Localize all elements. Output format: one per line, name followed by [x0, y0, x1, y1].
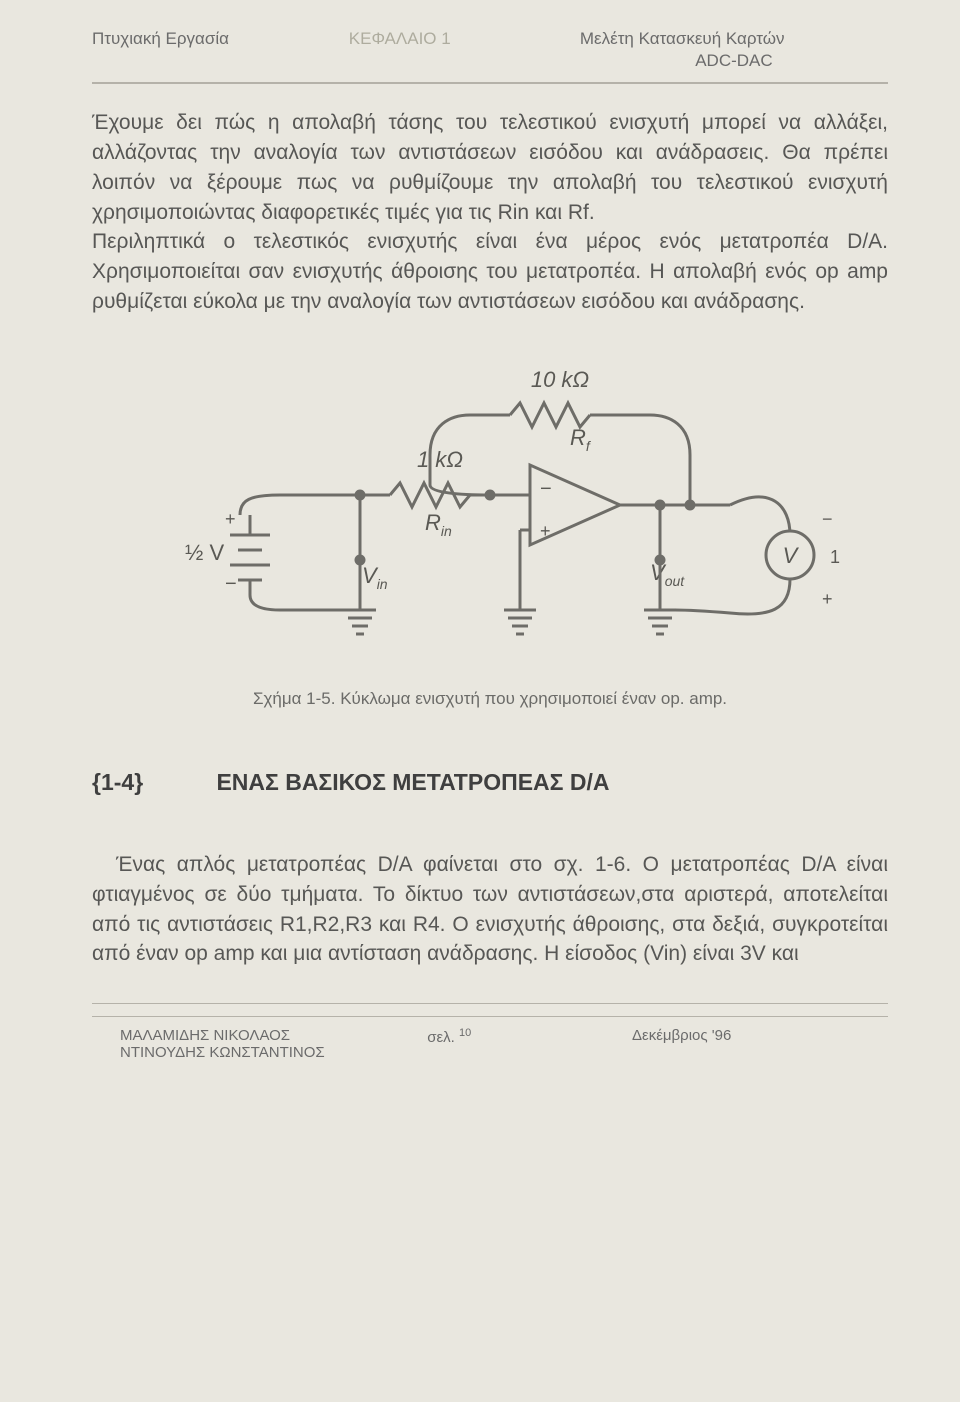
meter-reading: 1 [830, 547, 840, 567]
opamp-minus: − [540, 478, 552, 500]
paragraph-1: Έχουμε δει πώς η απολαβή τάσης του τελεσ… [92, 108, 888, 227]
author-2: ΝΤΙΝΟΥΔΗΣ ΚΩΝΣΤΑΝΤΙΝΟΣ [120, 1044, 325, 1061]
vout-label: Vout [650, 560, 685, 589]
section-number: {1-4} [92, 769, 212, 796]
meter-plus: + [822, 589, 833, 609]
header-left: Πτυχιακή Εργασία [92, 28, 349, 72]
vin-label: Vin [362, 563, 388, 592]
rin-label: Rin [425, 510, 452, 539]
footer-page-num: 10 [459, 1027, 471, 1039]
footer-rule [92, 1003, 888, 1017]
page-footer: ΜΑΛΑΜΙΔΗΣ ΝΙΚΟΛΑΟΣ ΝΤΙΝΟΥΔΗΣ ΚΩΝΣΤΑΝΤΙΝΟ… [92, 993, 888, 1091]
figure-caption: Σχήμα 1-5. Κύκλωμα ενισχυτή που χρησιμοπ… [92, 689, 888, 709]
rin-value: 1 kΩ [417, 447, 463, 472]
header-chapter: ΚΕΦΑΛΑΙΟ 1 [349, 28, 580, 72]
footer-page-label: σελ. [427, 1029, 455, 1046]
opamp-plus: + [540, 521, 551, 541]
section-heading: {1-4} ΕΝΑΣ ΒΑΣΙΚΟΣ ΜΕΤΑΤΡΟΠΕΑΣ D/A [92, 769, 888, 796]
header-right: Μελέτη Κατασκευή Καρτών ADC-DAC [580, 28, 888, 72]
rf-label: Rf [570, 425, 592, 454]
meter-label: V [783, 543, 800, 568]
header-subject: Μελέτη Κατασκευή Καρτών [580, 29, 785, 48]
meter-minus: − [822, 509, 833, 529]
footer-authors: ΜΑΛΑΜΙΔΗΣ ΝΙΚΟΛΑΟΣ ΝΤΙΝΟΥΔΗΣ ΚΩΝΣΤΑΝΤΙΝΟ… [120, 1027, 427, 1061]
opamp-circuit-svg: 10 kΩ Rf 1 kΩ Rin [130, 365, 850, 665]
section-title: ΕΝΑΣ ΒΑΣΙΚΟΣ ΜΕΤΑΤΡΟΠΕΑΣ D/A [216, 769, 609, 795]
paragraph-2: Περιληπτικά ο τελεστικός ενισχυτής είναι… [92, 227, 888, 316]
source-label: ½ V [185, 540, 224, 565]
footer-page: σελ. 10 [427, 1027, 632, 1061]
circuit-diagram: 10 kΩ Rf 1 kΩ Rin [92, 365, 888, 665]
author-1: ΜΑΛΑΜΙΔΗΣ ΝΙΚΟΛΑΟΣ [120, 1027, 290, 1044]
page-header: Πτυχιακή Εργασία ΚΕΦΑΛΑΙΟ 1 Μελέτη Κατασ… [92, 28, 888, 84]
source-minus: − [225, 573, 237, 595]
paragraph-3: Ένας απλός μετατροπέας D/A φαίνεται στο … [92, 850, 888, 969]
rf-value: 10 kΩ [531, 367, 589, 392]
source-plus: + [225, 509, 236, 529]
footer-date: Δεκέμβριος '96 [632, 1027, 888, 1061]
header-subtitle: ADC-DAC [580, 50, 888, 72]
